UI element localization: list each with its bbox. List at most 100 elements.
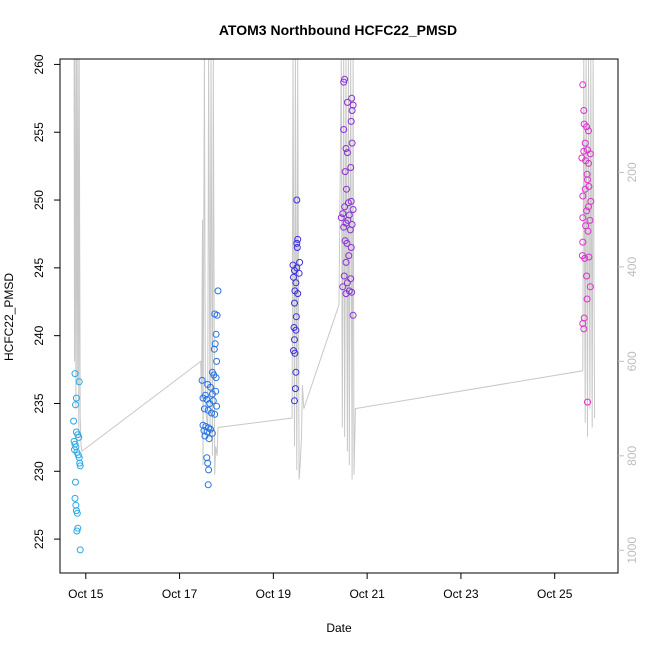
data-point-s3-p24 — [340, 223, 348, 231]
data-point-s1-p6 — [213, 357, 221, 365]
data-point-s0-p15 — [76, 459, 84, 467]
data-point-s0-p16 — [76, 462, 84, 470]
data-point-s3-p38 — [349, 311, 357, 319]
data-point-s2-p1 — [294, 235, 302, 243]
data-point-s4-p25 — [585, 253, 593, 261]
data-point-s2-p13 — [291, 299, 298, 307]
data-point-s1-p37 — [204, 481, 212, 489]
data-point-s3-p20 — [337, 214, 345, 222]
points-layer — [70, 75, 595, 554]
data-point-s0-p7 — [75, 433, 83, 441]
data-point-s2-p17 — [291, 336, 298, 344]
data-point-s1-p20 — [213, 402, 221, 410]
data-point-s1-p3 — [212, 330, 220, 338]
data-point-s4-p7 — [580, 147, 588, 155]
data-point-s3-p37 — [348, 288, 356, 296]
data-point-s2-p22 — [291, 397, 298, 405]
data-point-s3-p28 — [347, 244, 355, 251]
data-point-s3-p27 — [343, 239, 351, 247]
x-axis-label: Date — [326, 621, 352, 635]
data-point-s3-p31 — [340, 272, 348, 280]
data-point-s2-p14 — [292, 313, 300, 321]
data-point-s1-p30 — [203, 428, 211, 436]
data-point-s4-p15 — [581, 185, 589, 193]
data-point-s0-p4 — [70, 417, 78, 425]
data-point-s3-p34 — [339, 283, 347, 291]
x-tick-label-3: Oct 21 — [349, 587, 385, 601]
data-point-s1-p10 — [198, 376, 206, 384]
data-point-s1-p24 — [211, 410, 219, 418]
data-point-s1-p19 — [206, 400, 214, 407]
data-point-s3-p29 — [345, 252, 353, 260]
data-point-s3-p17 — [349, 206, 357, 213]
data-point-s1-p23 — [208, 409, 215, 417]
y-tick-label-2: 235 — [32, 393, 46, 413]
data-point-s4-p19 — [583, 207, 591, 215]
y2-tick-label-0: 200 — [625, 162, 639, 182]
data-point-s4-p5 — [581, 139, 589, 147]
data-point-s0-p3 — [75, 378, 83, 386]
data-point-s3-p11 — [347, 164, 355, 171]
data-point-s0-p14 — [75, 454, 83, 462]
data-point-s1-p33 — [205, 435, 213, 443]
data-point-s0-p0 — [71, 370, 79, 378]
y-tick-label-6: 255 — [32, 122, 46, 142]
data-point-s0-p23 — [73, 527, 81, 535]
chart-title: ATOM3 Northbound HCFC22_PMSD — [219, 22, 457, 38]
data-point-s4-p27 — [581, 254, 589, 262]
altitude-line — [73, 59, 596, 480]
data-point-s4-p8 — [586, 150, 594, 158]
data-point-s3-p18 — [339, 210, 347, 218]
data-point-s1-p14 — [208, 390, 216, 398]
data-point-s3-p15 — [347, 197, 355, 205]
data-point-s2-p12 — [294, 290, 302, 298]
data-point-s2-p8 — [295, 269, 303, 277]
data-point-s3-p9 — [342, 145, 350, 152]
data-point-s0-p17 — [72, 478, 79, 486]
data-point-s4-p13 — [584, 176, 591, 184]
data-point-s4-p23 — [584, 227, 592, 235]
data-point-s4-p4 — [585, 127, 592, 135]
data-point-s1-p2 — [213, 311, 221, 319]
data-point-s0-p1 — [72, 394, 80, 402]
data-point-s4-p28 — [583, 272, 591, 280]
data-point-s4-p21 — [586, 216, 594, 224]
data-point-s0-p18 — [71, 494, 79, 502]
data-point-s2-p21 — [291, 385, 299, 393]
data-point-s4-p18 — [585, 203, 592, 211]
data-point-s1-p35 — [204, 459, 212, 467]
plot-frame — [59, 58, 619, 574]
data-point-s3-p12 — [341, 168, 349, 176]
data-point-s1-p31 — [208, 429, 216, 437]
data-point-s2-p16 — [292, 326, 300, 334]
y-tick-label-1: 230 — [32, 461, 46, 481]
data-point-s4-p11 — [585, 159, 592, 167]
x-tick-label-1: Oct 17 — [162, 587, 198, 601]
data-point-s4-p30 — [583, 295, 591, 303]
data-point-s3-p6 — [347, 117, 355, 125]
data-point-s2-p19 — [291, 349, 299, 357]
x-tick-label-2: Oct 19 — [256, 587, 292, 601]
x-axis: Oct 15 Oct 17 Oct 19 Oct 21 Oct 23 Oct 25 — [68, 573, 573, 601]
data-point-s3-p5 — [348, 107, 356, 114]
data-point-s4-p16 — [579, 192, 587, 200]
x-tick-label-5: Oct 25 — [537, 587, 573, 601]
data-point-s4-p34 — [584, 398, 591, 406]
y-tick-label-5: 250 — [32, 190, 46, 210]
data-point-s1-p16 — [199, 394, 207, 402]
data-point-s2-p4 — [296, 258, 304, 266]
y-tick-label-3: 240 — [32, 325, 46, 345]
x-tick-label-0: Oct 15 — [68, 587, 104, 601]
data-point-s3-p25 — [346, 226, 354, 234]
data-point-s1-p0 — [214, 287, 222, 295]
secondary-y-axis: 200 400 600 800 1000 — [618, 162, 639, 564]
y-axis: 225 230 235 240 245 250 255 260 — [32, 54, 60, 549]
data-point-s3-p13 — [343, 185, 350, 193]
data-point-s2-p0 — [293, 196, 301, 204]
data-point-s1-p9 — [212, 374, 220, 382]
y-tick-label-7: 260 — [32, 54, 46, 74]
data-point-s3-p8 — [348, 139, 356, 147]
data-point-s4-p29 — [586, 283, 594, 291]
y-axis-label: HCFC22_PMSD — [2, 273, 16, 361]
